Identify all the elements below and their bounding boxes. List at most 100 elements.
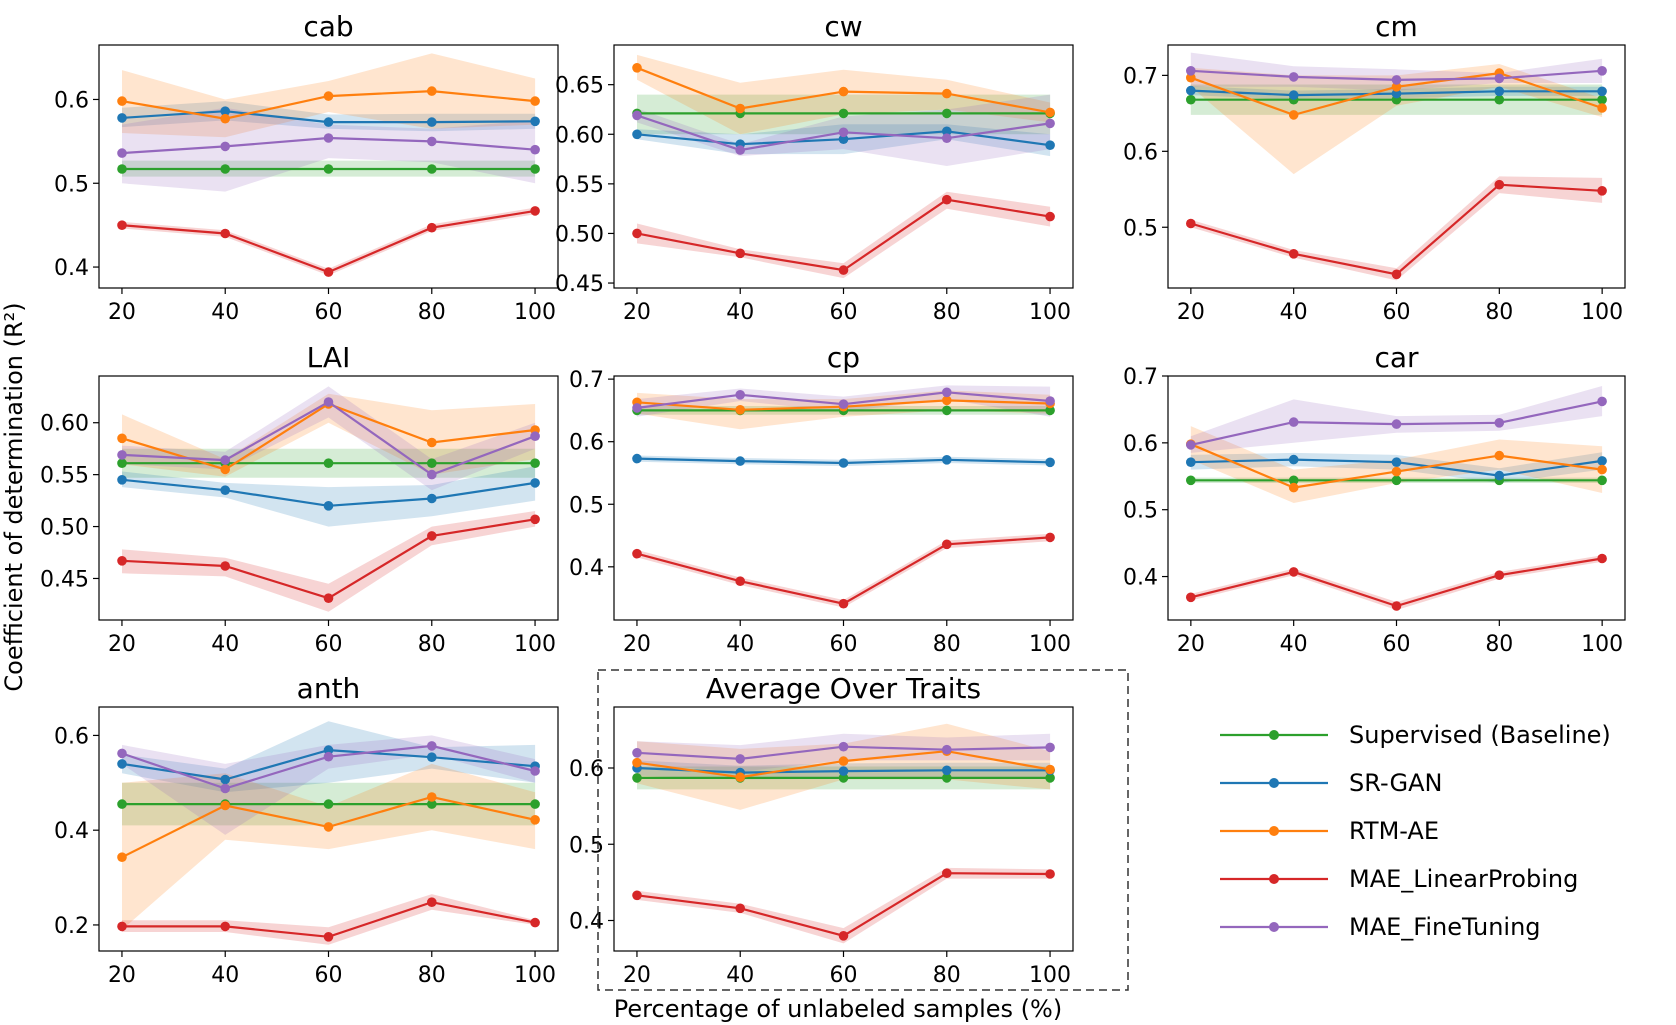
point-mae-linearprobing-20 xyxy=(1186,592,1196,603)
point-rtm-ae-20 xyxy=(1186,72,1196,83)
x-tick-label: 100 xyxy=(1029,300,1071,325)
point-rtm-ae-60 xyxy=(1391,82,1402,92)
panel-title: Average Over Traits xyxy=(706,672,981,705)
x-tick-label: 20 xyxy=(108,300,136,325)
point-sr-gan-60 xyxy=(323,501,334,511)
point-mae-finetuning-100 xyxy=(530,766,540,776)
x-tick-label: 20 xyxy=(1177,300,1205,325)
point-rtm-ae-40 xyxy=(220,464,230,475)
point-mae-linearprobing-60 xyxy=(838,931,849,941)
average-panel-highlight-box xyxy=(597,669,1129,991)
plot-area-anth xyxy=(117,721,540,945)
point-sr-gan-100 xyxy=(1597,456,1607,466)
y-tick-label: 0.65 xyxy=(555,74,604,99)
point-sr-gan-40 xyxy=(735,456,745,466)
point-rtm-ae-40 xyxy=(1288,110,1299,120)
point-supervised-baseline-20 xyxy=(117,458,127,469)
legend-item-rtm-ae: RTM-AE xyxy=(1220,817,1439,845)
point-mae-linearprobing-40 xyxy=(220,921,230,932)
point-rtm-ae-20 xyxy=(117,852,127,862)
y-tick-label: 0.4 xyxy=(54,256,89,281)
panel-title: anth xyxy=(297,672,361,705)
legend-marker xyxy=(1269,778,1279,788)
point-supervised-baseline-80 xyxy=(1494,94,1505,105)
x-tick-label: 40 xyxy=(726,963,754,988)
panel-lai: 20 40 60 80 100 0.45 0.50 0.55 0.60 LAI xyxy=(40,341,559,657)
point-rtm-ae-80 xyxy=(1494,450,1505,461)
point-mae-linearprobing-40 xyxy=(1288,249,1299,259)
point-rtm-ae-60 xyxy=(323,91,334,101)
point-mae-finetuning-40 xyxy=(220,783,230,794)
band-sr-gan xyxy=(122,466,536,527)
point-mae-finetuning-20 xyxy=(117,148,127,158)
point-mae-linearprobing-80 xyxy=(1494,570,1505,580)
plot-area-average-over-traits xyxy=(632,723,1055,944)
point-mae-finetuning-100 xyxy=(530,144,540,155)
point-mae-linearprobing-60 xyxy=(838,265,849,275)
point-mae-linearprobing-20 xyxy=(632,890,642,901)
point-rtm-ae-80 xyxy=(427,437,437,448)
y-tick-label: 0.4 xyxy=(54,819,89,844)
point-rtm-ae-20 xyxy=(632,63,642,73)
point-rtm-ae-100 xyxy=(1597,103,1607,113)
x-tick-label: 80 xyxy=(418,963,446,988)
panel-cw: 20 40 60 80 100 0.45 0.50 0.55 0.60 0.65 cw xyxy=(555,10,1074,325)
point-sr-gan-80 xyxy=(1494,86,1505,97)
y-tick-label: 0.6 xyxy=(569,431,604,456)
y-tick-label: 0.6 xyxy=(1123,140,1158,165)
point-sr-gan-40 xyxy=(220,774,230,785)
point-mae-linearprobing-80 xyxy=(942,194,952,205)
x-tick-label: 40 xyxy=(211,963,239,988)
point-sr-gan-60 xyxy=(323,117,334,127)
point-rtm-ae-20 xyxy=(632,757,642,768)
legend: Supervised (Baseline) SR-GAN RTM-AE MAE_Lin… xyxy=(1220,721,1611,941)
legend-item-mae-linearprobing: MAE_LinearProbing xyxy=(1220,865,1578,893)
point-mae-finetuning-40 xyxy=(735,754,745,764)
point-rtm-ae-20 xyxy=(117,96,127,106)
point-rtm-ae-80 xyxy=(942,395,952,406)
x-tick-label: 80 xyxy=(933,632,961,657)
x-tick-label: 20 xyxy=(1177,632,1205,657)
point-supervised-baseline-60 xyxy=(1391,475,1402,486)
y-tick-label: 0.5 xyxy=(1123,499,1158,524)
y-tick-label: 0.45 xyxy=(555,272,604,297)
point-mae-linearprobing-20 xyxy=(1186,218,1196,229)
point-mae-linearprobing-60 xyxy=(1391,601,1402,611)
point-supervised-baseline-20 xyxy=(117,164,127,174)
point-supervised-baseline-80 xyxy=(427,799,437,809)
point-mae-finetuning-60 xyxy=(1391,419,1402,429)
point-supervised-baseline-80 xyxy=(427,458,437,469)
y-tick-label: 0.4 xyxy=(569,556,604,581)
x-tick-label: 60 xyxy=(315,300,343,325)
point-mae-linearprobing-80 xyxy=(1494,179,1505,190)
point-sr-gan-100 xyxy=(1597,86,1607,97)
x-tick-label: 100 xyxy=(514,632,556,657)
point-sr-gan-100 xyxy=(530,478,540,488)
point-rtm-ae-60 xyxy=(1391,466,1402,477)
panel-car: 20 40 60 80 100 0.4 0.5 0.6 0.7 car xyxy=(1123,341,1626,657)
x-tick-label: 100 xyxy=(514,300,556,325)
point-mae-finetuning-40 xyxy=(1288,417,1299,427)
point-mae-finetuning-100 xyxy=(530,431,540,442)
point-sr-gan-60 xyxy=(838,458,849,468)
point-sr-gan-80 xyxy=(942,455,952,465)
point-mae-finetuning-100 xyxy=(1045,742,1055,753)
point-rtm-ae-80 xyxy=(942,88,952,99)
y-axis-title: Coefficient of determination (R²) xyxy=(0,302,28,691)
y-tick-label: 0.5 xyxy=(569,493,604,518)
point-sr-gan-20 xyxy=(632,453,642,464)
x-tick-label: 40 xyxy=(211,300,239,325)
point-rtm-ae-40 xyxy=(220,113,230,124)
point-supervised-baseline-60 xyxy=(838,108,849,119)
point-mae-finetuning-60 xyxy=(1391,75,1402,85)
point-mae-finetuning-20 xyxy=(1186,440,1196,450)
y-tick-label: 0.60 xyxy=(555,123,604,148)
point-mae-finetuning-60 xyxy=(838,741,849,752)
y-tick-label: 0.55 xyxy=(555,173,604,198)
point-sr-gan-20 xyxy=(117,113,127,123)
point-mae-linearprobing-20 xyxy=(117,556,127,566)
point-supervised-baseline-100 xyxy=(530,458,540,469)
point-mae-linearprobing-20 xyxy=(632,548,642,559)
point-mae-linearprobing-20 xyxy=(117,921,127,932)
point-rtm-ae-80 xyxy=(427,86,437,96)
